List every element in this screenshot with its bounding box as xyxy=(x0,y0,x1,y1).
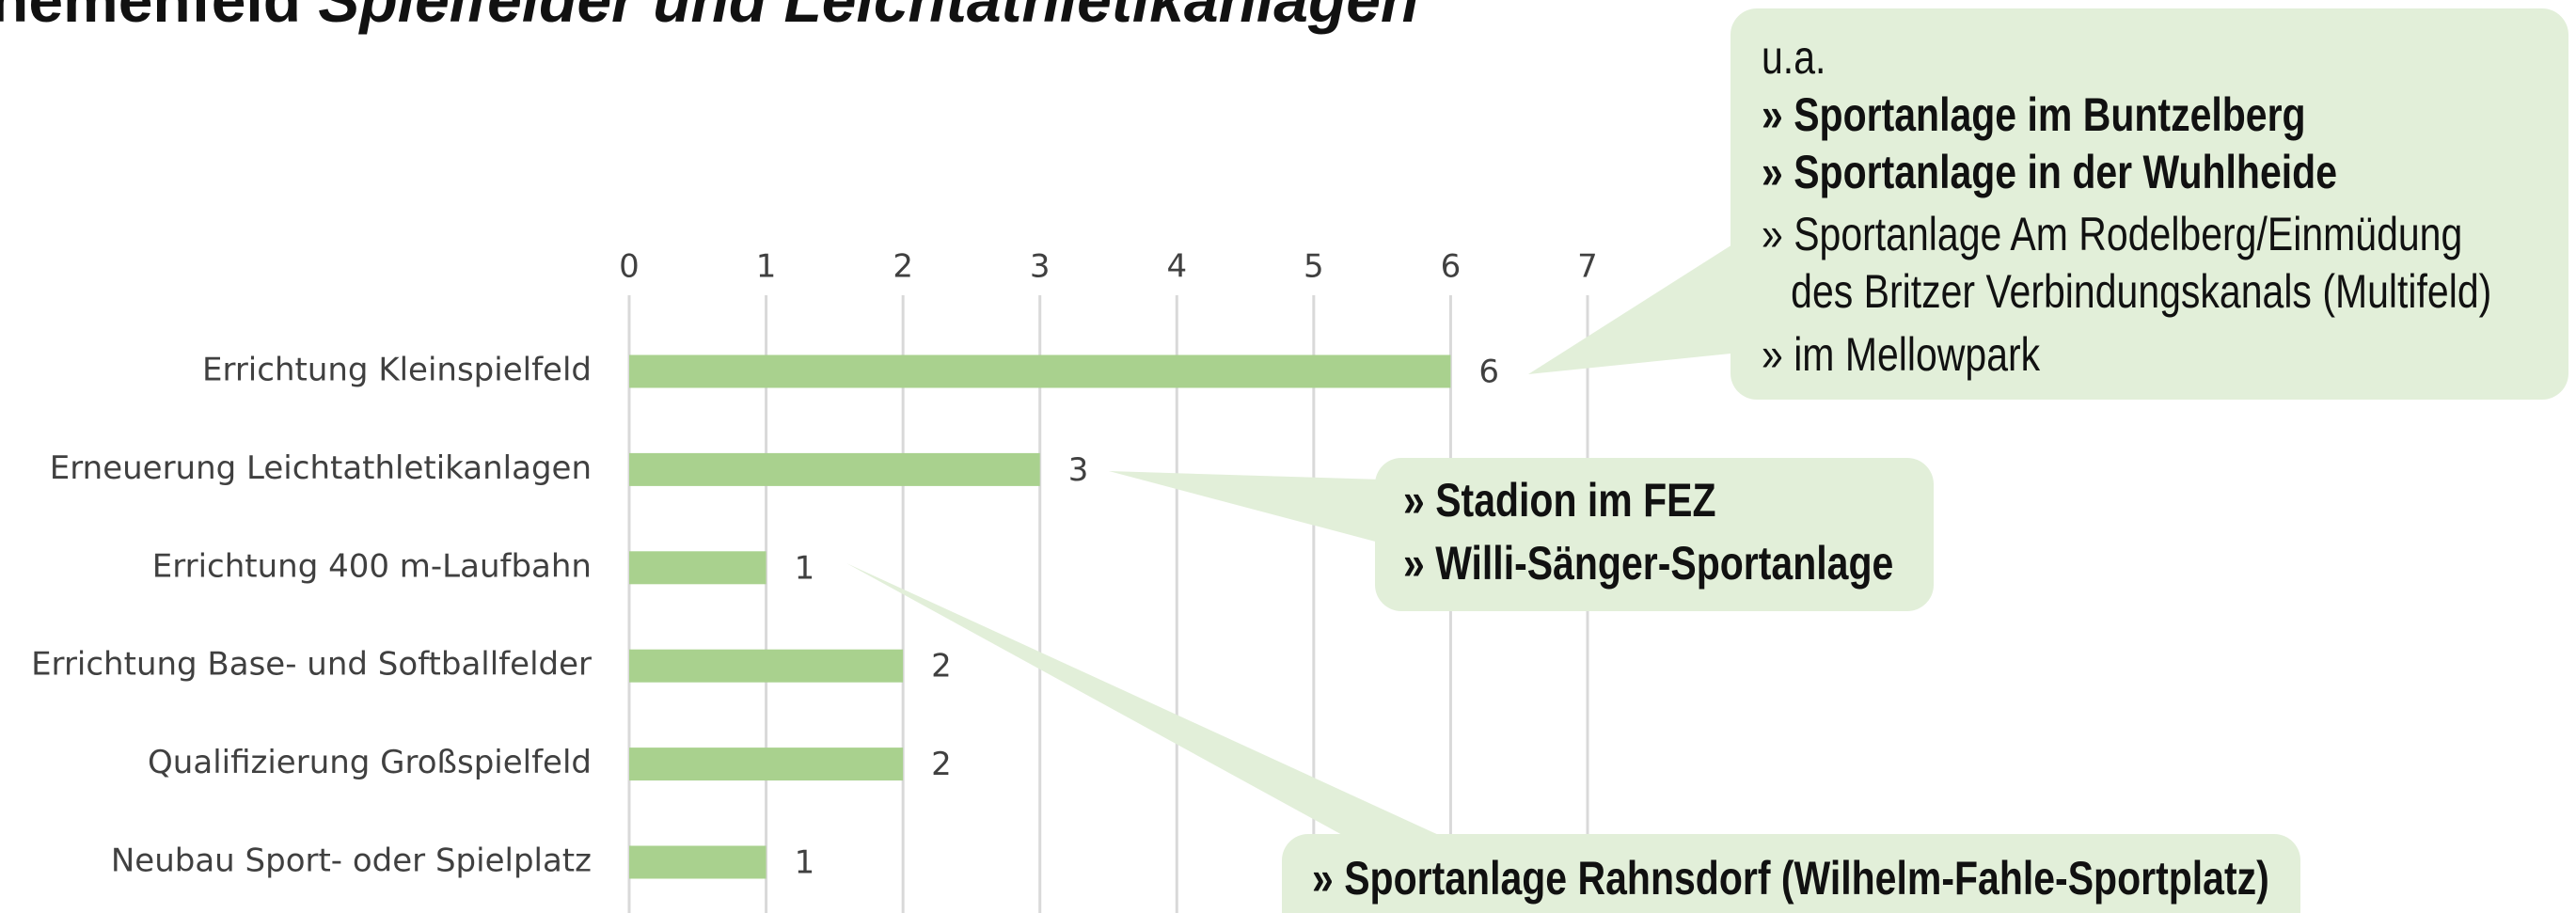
callout-box xyxy=(1282,834,2300,913)
y-tick-label: Erneuerung Leichtathletikanlagen xyxy=(50,449,592,487)
callout-text: u.a. xyxy=(1762,31,1825,84)
bar xyxy=(629,452,1040,486)
callout-text: » Sportanlage in der Wuhlheide xyxy=(1762,146,2337,198)
callout-pointer xyxy=(1528,240,1740,374)
bar xyxy=(629,649,904,683)
callout: u.a. » Sportanlage im Buntzelberg » Spor… xyxy=(1528,8,2568,400)
bar xyxy=(629,845,766,879)
x-tick-label: 3 xyxy=(1030,248,1051,286)
x-tick-label: 6 xyxy=(1441,248,1462,286)
y-tick-label: Errichtung Base- und Softballfelder xyxy=(31,646,592,684)
plot: 0 1 2 3 4 5 6 7 Errichtung Kleinspielfeld 6 Erneue… xyxy=(31,248,1598,913)
x-tick-label: 2 xyxy=(893,248,913,286)
callout-pointer xyxy=(1109,471,1383,543)
callout-text: » Stadion im FEZ xyxy=(1403,474,1716,527)
callout-text: » Sportanlage im Buntzelberg xyxy=(1762,88,2306,141)
x-tick-label: 1 xyxy=(756,248,777,286)
y-tick-label: Errichtung Kleinspielfeld xyxy=(202,352,592,389)
x-tick-label: 4 xyxy=(1166,248,1187,286)
callout-box xyxy=(1375,458,1934,611)
callout-pointer xyxy=(846,563,1453,842)
callout-text: » Sportanlage Am Rodelberg/Einmüdung xyxy=(1762,208,2462,260)
callout-text: » im Mellowpark xyxy=(1762,328,2040,381)
x-tick-label: 7 xyxy=(1577,248,1598,286)
bar xyxy=(629,354,1451,388)
chart-title: hemenfeld Spielfelder und Leichtathletik… xyxy=(0,0,1418,35)
title-part: Spielfelder und Leichtathletikanlagen xyxy=(318,0,1418,35)
callout: » Sportanlage Rahnsdorf (Wilhelm-Fahle-S… xyxy=(846,563,2300,913)
data-label: 2 xyxy=(931,648,952,685)
bar xyxy=(629,551,766,585)
y-tick-label: Qualifizierung Großspielfeld xyxy=(148,744,592,781)
data-label: 6 xyxy=(1478,354,1499,391)
y-tick-label: Errichtung 400 m-Laufbahn xyxy=(152,547,592,585)
callout-text: des Britzer Verbindungskanals (Multifeld… xyxy=(1791,265,2491,318)
y-tick-label: Neubau Sport- oder Spielplatz xyxy=(111,842,592,880)
data-label: 1 xyxy=(795,549,815,587)
x-tick-label: 0 xyxy=(619,248,640,286)
x-tick-label: 5 xyxy=(1304,248,1324,286)
callout: » Stadion im FEZ » Willi-Sänger-Sportanl… xyxy=(1109,458,1934,611)
callout-box xyxy=(1731,8,2568,400)
callout-text: » Sportanlage Rahnsdorf (Wilhelm-Fahle-S… xyxy=(1312,852,2269,905)
data-label: 2 xyxy=(931,746,952,783)
callout-text: » Willi-Sänger-Sportanlage xyxy=(1403,537,1893,590)
title-part: hemenfeld xyxy=(0,0,301,35)
data-label: 1 xyxy=(795,844,815,882)
data-label: 3 xyxy=(1068,451,1089,489)
bar xyxy=(629,748,904,781)
